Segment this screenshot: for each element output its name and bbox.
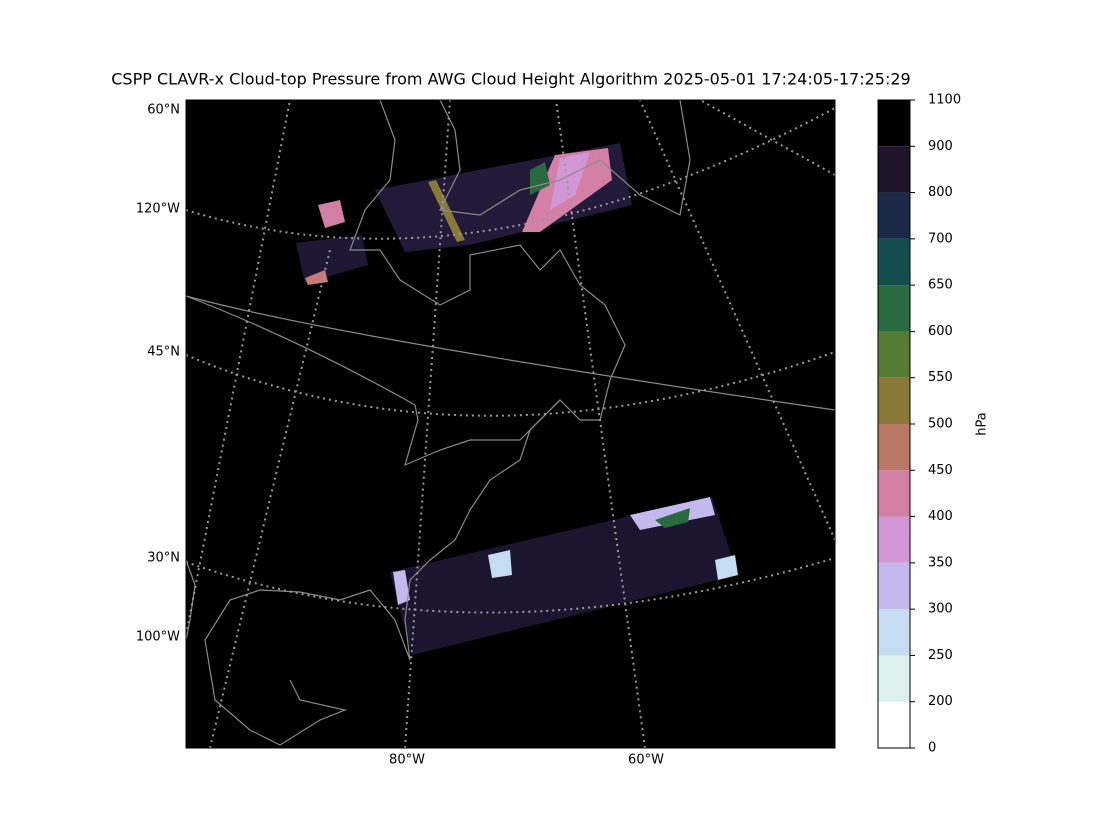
tick-label: 200 [928,694,953,709]
color-bin [878,562,910,610]
cloud-swath [296,235,368,283]
cloud-swath [488,550,512,578]
tick-label: 500 [928,417,953,432]
chart-title: CSPP CLAVR-x Cloud-top Pressure from AWG… [111,70,910,89]
color-bin [878,285,910,332]
tick-label: 350 [928,555,953,570]
graticule [185,351,836,417]
color-bin [878,424,910,471]
cloud-swath [318,200,345,228]
map-frame [185,99,836,749]
tick-label: 550 [928,370,953,385]
cloud-swath [550,152,590,210]
colorbar: hPa 0 200 250 300 350 400 450 500 550 600 650 700 80… [877,93,990,756]
lat-label: 45°N [147,345,180,360]
tick-label: 600 [928,324,953,339]
color-bin [878,609,910,656]
tick-label: 800 [928,185,953,200]
graticule [639,99,836,541]
color-bin [878,701,910,748]
color-bin [878,655,910,702]
coastline [204,399,561,746]
lon-label: 120°W [136,202,180,217]
color-bin [878,100,910,147]
coastline [439,99,691,216]
tick-label: 300 [928,602,953,617]
tick-label: 0 [928,741,936,756]
cloud-swath [715,555,738,580]
color-bin [878,146,910,193]
graticule [404,99,451,749]
lat-label: 30°N [147,551,180,566]
coastline [185,99,626,467]
color-bin [878,516,910,563]
cloud-swath [393,570,410,605]
tick-label: 450 [928,463,953,478]
colorbar-label: hPa [975,412,990,435]
color-bin [878,192,910,239]
color-bin [878,331,910,378]
graticule [209,249,331,749]
tick-label: 900 [928,139,953,154]
lat-label: 60°N [147,103,180,118]
graticule [185,99,291,636]
tick-label: 700 [928,231,953,246]
tick-label: 650 [928,278,953,293]
lon-label: 100°W [136,630,180,645]
map: 60°N 120°W 45°N 30°N 100°W 80°W 60°W [136,99,836,768]
coastline [185,559,196,641]
graticule [185,557,836,614]
cloud-swath [630,497,715,530]
tick-label: 1100 [928,93,961,108]
tick-label: 250 [928,648,953,663]
lon-label: 60°W [628,753,664,768]
graticule [555,99,646,749]
cloud-swath [390,497,738,655]
tick-label: 400 [928,509,953,524]
color-bin [878,470,910,517]
graticule [699,99,836,176]
lon-label: 80°W [389,753,425,768]
color-bin [878,377,910,424]
color-bin [878,238,910,286]
cloud-swath [655,508,690,528]
